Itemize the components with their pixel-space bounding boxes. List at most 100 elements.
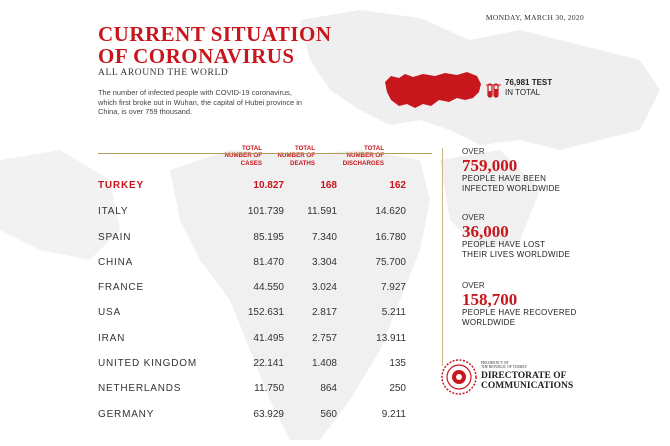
- deaths-value: 560: [320, 409, 337, 420]
- title-line-2: OF CORONAVIRUS: [98, 44, 295, 68]
- page-subtitle: ALL AROUND THE WORLD: [98, 68, 229, 78]
- turkey-map-icon: [385, 72, 481, 108]
- test-number: 76,981 TEST: [505, 78, 553, 87]
- cases-value: 63.929: [253, 409, 284, 420]
- country-name: CHINA: [98, 257, 134, 268]
- country-name: ITALY: [98, 206, 129, 217]
- country-name: UNITED KINGDOM: [98, 358, 197, 369]
- deaths-value: 1.408: [311, 358, 337, 369]
- intro-paragraph: The number of infected people with COVID…: [98, 88, 303, 116]
- table-row: FRANCE 44.550 3.024 7.927: [98, 282, 432, 296]
- table-row: GERMANY 63.929 560 9.211: [98, 409, 432, 423]
- discharges-value: 13.911: [376, 333, 406, 344]
- deaths-value: 2.817: [311, 307, 337, 318]
- cases-value: 85.195: [253, 232, 284, 243]
- table-row: ITALY 101.739 11.591 14.620: [98, 206, 432, 220]
- west-landmass: [0, 150, 120, 260]
- discharges-value: 75.700: [375, 257, 406, 268]
- logo-directorate-text: DIRECTORATE OF COMMUNICATIONS: [481, 371, 573, 391]
- table-row: IRAN 41.495 2.757 13.911: [98, 333, 432, 347]
- stat-recovered: OVER 158,700 PEOPLE HAVE RECOVERED WORLD…: [462, 281, 612, 328]
- table-row: USA 152.631 2.817 5.211: [98, 307, 432, 321]
- deaths-value: 2.757: [311, 333, 337, 344]
- header-cases-line-3: CASES: [240, 159, 262, 167]
- stat-deaths: OVER 36,000 PEOPLE HAVE LOST THEIR LIVES…: [462, 213, 612, 260]
- header-deaths-line-3: DEATHS: [290, 159, 315, 167]
- cases-value: 81.470: [253, 257, 284, 268]
- vertical-divider: [442, 148, 443, 366]
- cases-value: 152.631: [247, 307, 284, 318]
- discharges-value: 14.620: [375, 206, 406, 217]
- country-name: USA: [98, 307, 121, 318]
- directorate-seal-icon: [441, 359, 477, 395]
- cases-value: 22.141: [253, 358, 284, 369]
- table-row: SPAIN 85.195 7.340 16.780: [98, 232, 432, 246]
- header-discharges-line-3: DISCHARGES: [342, 159, 384, 167]
- deaths-value: 7.340: [311, 232, 337, 243]
- test-label: IN TOTAL: [505, 88, 541, 97]
- stat-value: 158,700: [462, 290, 518, 309]
- test-tube-icon: [486, 83, 501, 98]
- header-cases-line-2: NUMBER OF: [224, 152, 262, 160]
- europe-landmass: [300, 10, 660, 150]
- header-total-deaths: TOTAL NUMBER OF DEATHS: [253, 145, 315, 167]
- stat-desc-line-1: PEOPLE HAVE BEEN: [462, 174, 547, 183]
- table-row-turkey: TURKEY 10.827 168 162: [98, 180, 432, 194]
- deaths-value: 3.304: [311, 257, 337, 268]
- table-row: CHINA 81.470 3.304 75.700: [98, 257, 432, 271]
- logo-line-4: COMMUNICATIONS: [481, 381, 574, 391]
- discharges-value: 162: [389, 180, 406, 191]
- stat-desc-line-1: PEOPLE HAVE LOST: [462, 240, 546, 249]
- cases-value: 101.739: [247, 206, 284, 217]
- country-name: NETHERLANDS: [98, 383, 182, 394]
- arabia-landmass: [440, 150, 540, 250]
- cases-value: 10.827: [253, 180, 284, 191]
- country-name: SPAIN: [98, 232, 132, 243]
- logo-line-1: PRESIDENCY OF: [481, 361, 509, 365]
- stat-desc-line-2: INFECTED WORLDWIDE: [462, 184, 561, 193]
- date-label: MONDAY, MARCH 30, 2020: [485, 13, 584, 22]
- discharges-value: 16.780: [375, 232, 406, 243]
- stat-over-label: OVER: [462, 147, 485, 156]
- country-name: TURKEY: [98, 180, 144, 191]
- header-deaths-line-2: NUMBER OF: [277, 152, 315, 160]
- table-row: UNITED KINGDOM 22.141 1.408 135: [98, 358, 432, 372]
- discharges-value: 250: [389, 383, 406, 394]
- stat-over-label: OVER: [462, 281, 485, 290]
- stat-infected: OVER 759,000 PEOPLE HAVE BEEN INFECTED W…: [462, 147, 612, 194]
- discharges-value: 5.211: [381, 307, 406, 318]
- stat-desc-line-2: WORLDWIDE: [462, 318, 516, 327]
- header-cases-line-1: TOTAL: [241, 145, 262, 152]
- header-total-cases: TOTAL NUMBER OF CASES: [200, 145, 262, 167]
- stat-value: 759,000: [462, 156, 518, 175]
- stat-desc-line-2: THEIR LIVES WORLDWIDE: [462, 250, 571, 259]
- title-line-1: CURRENT SITUATION: [98, 22, 332, 46]
- logo-presidency-text: PRESIDENCY OF THE REPUBLIC OF TURKEY: [481, 361, 527, 369]
- header-discharges-line-1: TOTAL: [363, 145, 384, 152]
- stat-value: 36,000: [462, 222, 509, 241]
- test-total: 76,981 TEST IN TOTAL: [505, 78, 552, 98]
- country-name: FRANCE: [98, 282, 144, 293]
- deaths-value: 3.024: [311, 282, 337, 293]
- discharges-value: 9.211: [381, 409, 406, 420]
- deaths-value: 864: [320, 383, 337, 394]
- stat-desc-line-1: PEOPLE HAVE RECOVERED: [462, 308, 577, 317]
- stat-over-label: OVER: [462, 213, 485, 222]
- table-row: NETHERLANDS 11.750 864 250: [98, 383, 432, 397]
- country-name: GERMANY: [98, 409, 155, 420]
- cases-value: 11.750: [254, 383, 284, 394]
- page-title: CURRENT SITUATION OF CORONAVIRUS: [98, 23, 332, 67]
- africa-landmass: [170, 150, 430, 440]
- header-deaths-line-1: TOTAL: [294, 145, 315, 152]
- cases-value: 41.495: [253, 333, 284, 344]
- header-discharges-line-2: NUMBER OF: [346, 152, 384, 160]
- discharges-value: 135: [389, 358, 406, 369]
- country-name: IRAN: [98, 333, 126, 344]
- cases-value: 44.550: [253, 282, 284, 293]
- discharges-value: 7.927: [380, 282, 406, 293]
- deaths-value: 11.591: [307, 206, 337, 217]
- deaths-value: 168: [320, 180, 337, 191]
- logo-line-2: THE REPUBLIC OF TURKEY: [481, 365, 528, 370]
- table-header-divider: [98, 153, 432, 154]
